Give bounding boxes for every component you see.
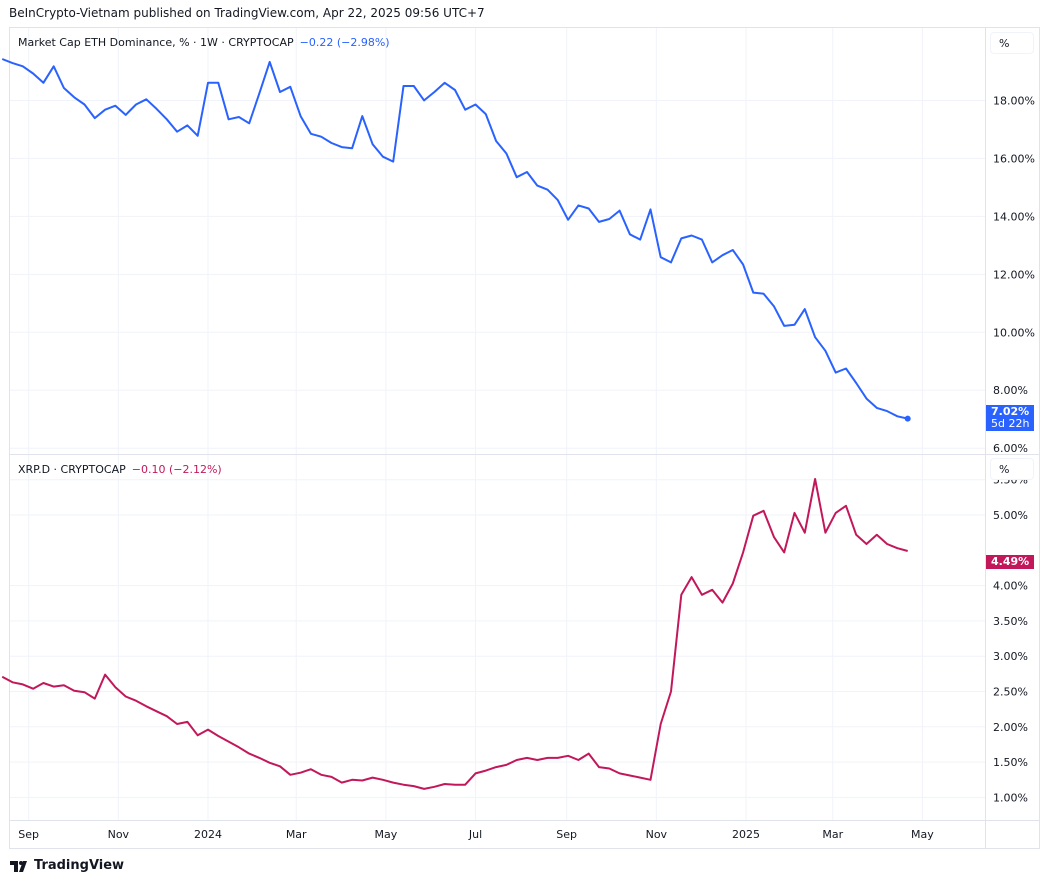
y-tick-label: 1.50% bbox=[993, 756, 1028, 769]
x-tick-label: Sep bbox=[18, 828, 39, 841]
y-tick-label: 3.50% bbox=[993, 615, 1028, 628]
y-tick-label: 8.00% bbox=[993, 384, 1028, 397]
y-tick-label: 3.00% bbox=[993, 650, 1028, 663]
x-tick-label: 2025 bbox=[732, 828, 760, 841]
y-tick-label: 18.00% bbox=[993, 94, 1035, 107]
x-tick-label: Mar bbox=[822, 828, 843, 841]
eth-dominance-line bbox=[1, 58, 908, 420]
y-tick-label: 12.00% bbox=[993, 268, 1035, 281]
chart-frame bbox=[9, 27, 1040, 849]
x-tick-label: Nov bbox=[646, 828, 668, 841]
x-tick-label: Nov bbox=[108, 828, 130, 841]
eth-title: Market Cap ETH Dominance, % · 1W · CRYPT… bbox=[18, 36, 294, 49]
x-tick-label: Jul bbox=[468, 828, 482, 841]
y-tick-label: 5.00% bbox=[993, 509, 1028, 522]
x-tick-label: 2024 bbox=[194, 828, 222, 841]
xrp-title: XRP.D · CRYPTOCAP bbox=[18, 463, 126, 476]
last-point-marker bbox=[904, 415, 911, 422]
tradingview-logo[interactable]: TradingView bbox=[10, 858, 124, 873]
x-tick-label: May bbox=[374, 828, 397, 841]
x-tick-label: May bbox=[911, 828, 934, 841]
y-tick-label: 1.00% bbox=[993, 791, 1028, 804]
published-info: BeInCrypto-Vietnam published on TradingV… bbox=[9, 6, 485, 20]
y-tick-label: 14.00% bbox=[993, 210, 1035, 223]
xrp-change: −0.10 (−2.12%) bbox=[131, 463, 222, 476]
brand-name: TradingView bbox=[34, 858, 125, 873]
y-tick-label: 4.00% bbox=[993, 580, 1028, 593]
xrp-legend: XRP.D · CRYPTOCAP −0.10 (−2.12%) bbox=[18, 463, 222, 476]
eth-last-price-label: 7.02% 5d 22h bbox=[986, 405, 1035, 431]
y-tick-label: 16.00% bbox=[993, 152, 1035, 165]
eth-last-value: 7.02% bbox=[991, 405, 1030, 418]
y-tick-label: 2.00% bbox=[993, 721, 1028, 734]
y-tick-label: 10.00% bbox=[993, 326, 1035, 339]
xrp-dominance-line bbox=[1, 478, 908, 790]
eth-scale-unit-button[interactable]: % bbox=[990, 32, 1034, 54]
y-tick-label: 6.00% bbox=[993, 442, 1028, 455]
xrp-scale-unit-button[interactable]: % bbox=[990, 458, 1034, 480]
x-tick-label: Mar bbox=[286, 828, 307, 841]
xrp-last-price-label: 4.49% bbox=[986, 555, 1035, 569]
eth-legend: Market Cap ETH Dominance, % · 1W · CRYPT… bbox=[18, 36, 390, 49]
bar-countdown: 5d 22h bbox=[991, 417, 1030, 430]
x-tick-label: Sep bbox=[556, 828, 577, 841]
tradingview-logo-icon bbox=[10, 860, 27, 872]
eth-change: −0.22 (−2.98%) bbox=[299, 36, 390, 49]
y-tick-label: 2.50% bbox=[993, 686, 1028, 699]
